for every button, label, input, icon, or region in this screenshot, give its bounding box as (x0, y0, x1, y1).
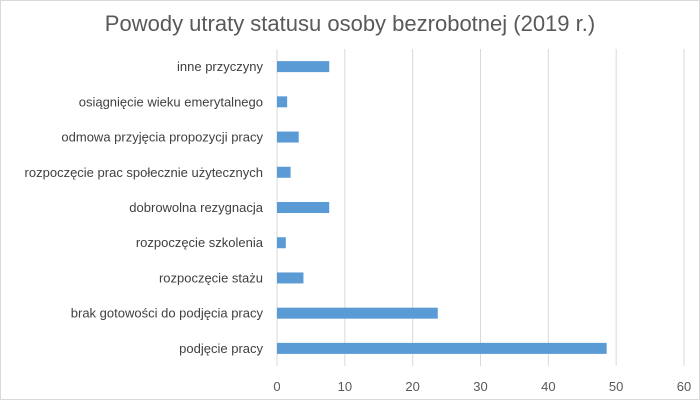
x-tick-label: 50 (609, 379, 623, 394)
category-label: odmowa przyjęcia propozycji pracy (61, 130, 263, 145)
x-tick-label: 40 (541, 379, 555, 394)
category-label: rozpoczęcie prac społecznie użytecznych (25, 165, 263, 180)
bar (277, 307, 438, 319)
x-tick-label: 30 (473, 379, 487, 394)
category-label: rozpoczęcie stażu (159, 270, 263, 285)
category-label: rozpoczęcie szkolenia (136, 235, 264, 250)
category-label: inne przyczyny (177, 59, 263, 74)
bar (277, 272, 304, 284)
bar (277, 237, 286, 249)
x-tick-label: 60 (677, 379, 691, 394)
category-label: podjęcie pracy (179, 341, 263, 356)
category-label: brak gotowości do podjęcia pracy (71, 306, 264, 321)
bar (277, 342, 607, 354)
bar (277, 202, 330, 213)
bar (277, 131, 299, 143)
category-label: dobrowolna rezygnacja (129, 200, 263, 215)
x-tick-label: 0 (273, 379, 280, 394)
bar (277, 166, 291, 178)
chart-title: Powody utraty statusu osoby bezrobotnej … (104, 11, 596, 36)
category-label: osiągnięcie wieku emerytalnego (79, 94, 263, 109)
x-tick-label: 10 (338, 379, 352, 394)
bar (277, 61, 330, 73)
x-tick-label: 20 (405, 379, 419, 394)
bar (277, 96, 288, 108)
